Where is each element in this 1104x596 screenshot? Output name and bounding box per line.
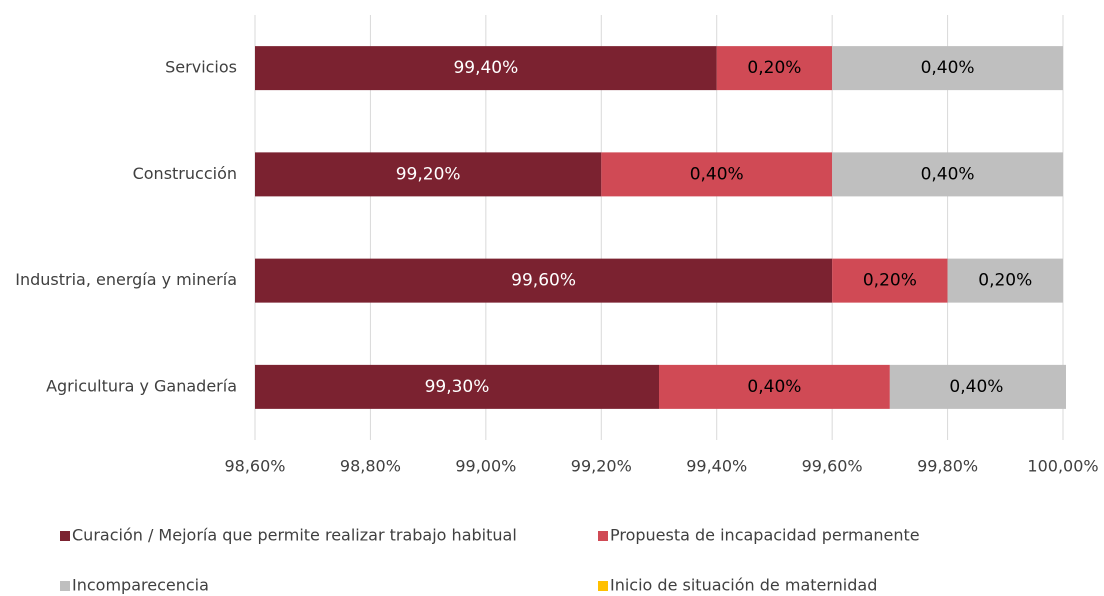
data-label: 0,40% <box>921 58 975 78</box>
bar-segment <box>255 364 659 409</box>
x-tick-label: 98,80% <box>340 457 401 476</box>
bar-segment <box>255 152 602 197</box>
bar-segment <box>601 152 833 197</box>
bar-segment <box>659 364 890 409</box>
y-tick-label: Agricultura y Ganadería <box>46 376 237 395</box>
data-label: 0,20% <box>863 271 917 291</box>
bar-segment <box>832 152 1063 197</box>
data-label: 0,40% <box>921 164 975 184</box>
legend-label: Inicio de situación de maternidad <box>610 576 877 595</box>
legend-swatch <box>598 531 608 541</box>
x-tick-label: 100,00% <box>1027 457 1098 476</box>
data-label: 0,40% <box>747 377 801 397</box>
x-tick-label: 99,20% <box>571 457 632 476</box>
data-label: 0,40% <box>949 377 1003 397</box>
bar-segment <box>832 258 948 303</box>
data-label: 99,30% <box>425 377 490 397</box>
y-tick-label: Industria, energía y minería <box>15 270 237 289</box>
bar-segment <box>889 364 1066 409</box>
legend-label: Incomparecencia <box>72 576 209 595</box>
data-label: 99,20% <box>396 164 461 184</box>
bar-segment <box>947 258 1063 303</box>
x-tick-label: 99,80% <box>917 457 978 476</box>
data-label: 0,20% <box>978 271 1032 291</box>
bar-segment <box>716 46 833 91</box>
bar-segment <box>255 46 717 91</box>
legend-swatch <box>60 581 70 591</box>
bar-segment <box>832 46 1063 91</box>
data-label: 99,60% <box>511 271 576 291</box>
x-tick-label: 99,40% <box>686 457 747 476</box>
data-label: 99,40% <box>453 58 518 78</box>
bars <box>255 46 1066 409</box>
data-label: 0,20% <box>747 58 801 78</box>
labels: 98,60% 98,80% 99,00% 99,20% 99,40% 99,60% 99,8… <box>15 58 1098 595</box>
bar-segment <box>255 258 833 303</box>
x-tick-label: 99,00% <box>455 457 516 476</box>
y-tick-label: Servicios <box>165 58 237 77</box>
x-tick-label: 98,60% <box>224 457 285 476</box>
legend-label: Propuesta de incapacidad permanente <box>610 526 920 545</box>
legend-swatch <box>598 581 608 591</box>
data-label: 0,40% <box>690 164 744 184</box>
legend-label: Curación / Mejoría que permite realizar … <box>72 526 517 545</box>
y-tick-label: Construcción <box>133 164 237 183</box>
x-tick-label: 99,60% <box>802 457 863 476</box>
legend-swatch <box>60 531 70 541</box>
